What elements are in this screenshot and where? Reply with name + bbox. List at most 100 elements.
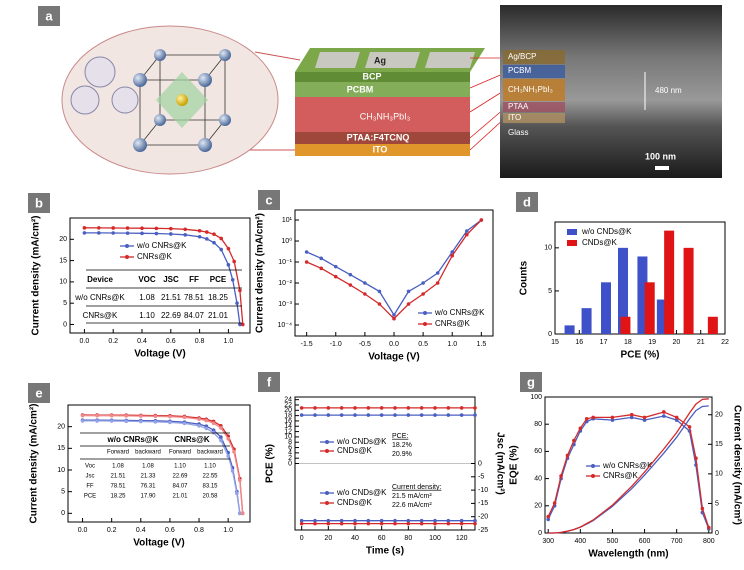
marker (238, 288, 242, 293)
marker (205, 237, 209, 241)
y-tick-label: 4 (288, 450, 292, 457)
marker (204, 418, 209, 423)
legend-marker (325, 491, 329, 495)
y-tick-label: 10 (59, 279, 67, 286)
marker (182, 415, 187, 420)
scale-bar (655, 166, 669, 170)
marker (348, 272, 353, 277)
x-tick-label: 0.0 (78, 527, 88, 534)
y-tick-label: 0 (288, 460, 292, 467)
marker (419, 521, 424, 526)
marker (473, 413, 477, 417)
y-tick-label: 80 (534, 421, 542, 428)
y-tick-label: 20 (534, 503, 542, 510)
marker (700, 506, 705, 511)
marker (219, 435, 223, 439)
y2-tick-label: 15 (715, 441, 723, 448)
marker (610, 415, 615, 420)
sem-band (503, 50, 565, 64)
marker (642, 415, 647, 420)
bar (601, 282, 611, 334)
legend-marker (591, 464, 595, 468)
x-axis-label: Voltage (V) (368, 352, 419, 363)
table-cell: 78.51 (110, 484, 126, 490)
y-tick-label: 2 (288, 455, 292, 462)
legend-label: CNDs@K (337, 498, 372, 507)
marker (406, 413, 411, 417)
marker (459, 413, 464, 417)
legend-label: w/o CNDs@K (581, 227, 632, 236)
marker (140, 226, 144, 231)
marker (204, 426, 209, 431)
marker (419, 413, 424, 417)
panel-label: g (527, 374, 535, 389)
x-tick-label: 0.8 (195, 338, 205, 345)
x-tick-label: 0.4 (136, 527, 146, 534)
marker (241, 322, 245, 327)
y-tick-label: 0 (538, 530, 542, 537)
marker (299, 518, 304, 523)
marker (125, 226, 130, 230)
marker (446, 406, 451, 410)
y-axis-label: Current density (mA/cm²) (31, 215, 42, 335)
marker (326, 521, 331, 526)
marker (419, 406, 424, 410)
marker (212, 232, 216, 236)
marker (406, 302, 411, 306)
marker (197, 417, 201, 421)
marker (168, 420, 172, 425)
x-tick-label: 0.0 (80, 338, 90, 345)
table-cell: 18.25 (208, 293, 229, 302)
marker (629, 412, 634, 417)
table-subheader: Forward (107, 450, 129, 456)
table-cell: 21.01 (172, 494, 188, 500)
annotation: 21.5 mA/cm² (392, 493, 432, 500)
marker (363, 281, 367, 285)
layer-bcp (295, 72, 470, 82)
x-tick-label: 60 (378, 535, 386, 542)
marker (139, 419, 143, 424)
y2-tick-label: -25 (478, 527, 488, 534)
annotation: Current density: (392, 484, 441, 491)
y-tick-label: 10⁻³ (278, 301, 292, 308)
sem-label: PCBM (508, 66, 531, 75)
marker (124, 414, 129, 418)
y-axis-label: Counts (519, 260, 530, 295)
marker (211, 428, 216, 432)
marker (111, 231, 115, 235)
marker (95, 413, 99, 418)
marker (435, 271, 440, 275)
marker (80, 419, 85, 423)
table-cell: 1.10 (139, 311, 155, 320)
marker (433, 521, 437, 526)
bar (581, 308, 592, 334)
table-cell: 1.10 (174, 464, 186, 470)
x-tick-label: 21 (697, 339, 705, 346)
x-tick-label: 17 (600, 339, 608, 346)
bar (664, 230, 675, 334)
marker (366, 413, 371, 417)
panel-label: c (265, 192, 272, 207)
y-tick-label: 20 (59, 236, 67, 243)
marker (232, 450, 236, 454)
marker (319, 256, 324, 261)
marker (591, 415, 595, 420)
y-tick-label: 0 (548, 331, 552, 338)
marker (97, 231, 101, 235)
marker (235, 301, 239, 305)
table-subheader: backward (135, 450, 161, 456)
marker (446, 518, 451, 523)
table-cell: 22.55 (202, 474, 218, 480)
marker (97, 226, 101, 230)
y-axis-label: PCE (%) (265, 444, 276, 483)
table-cell: 22.69 (172, 474, 188, 480)
marker (232, 259, 236, 264)
marker (366, 406, 371, 410)
y-tick-label: 5 (548, 288, 552, 295)
panel-label-box (258, 372, 280, 392)
y-tick-label: 100 (530, 394, 542, 401)
marker (546, 514, 551, 519)
legend-marker (423, 322, 427, 326)
y-tick-label: 12 (284, 428, 292, 435)
